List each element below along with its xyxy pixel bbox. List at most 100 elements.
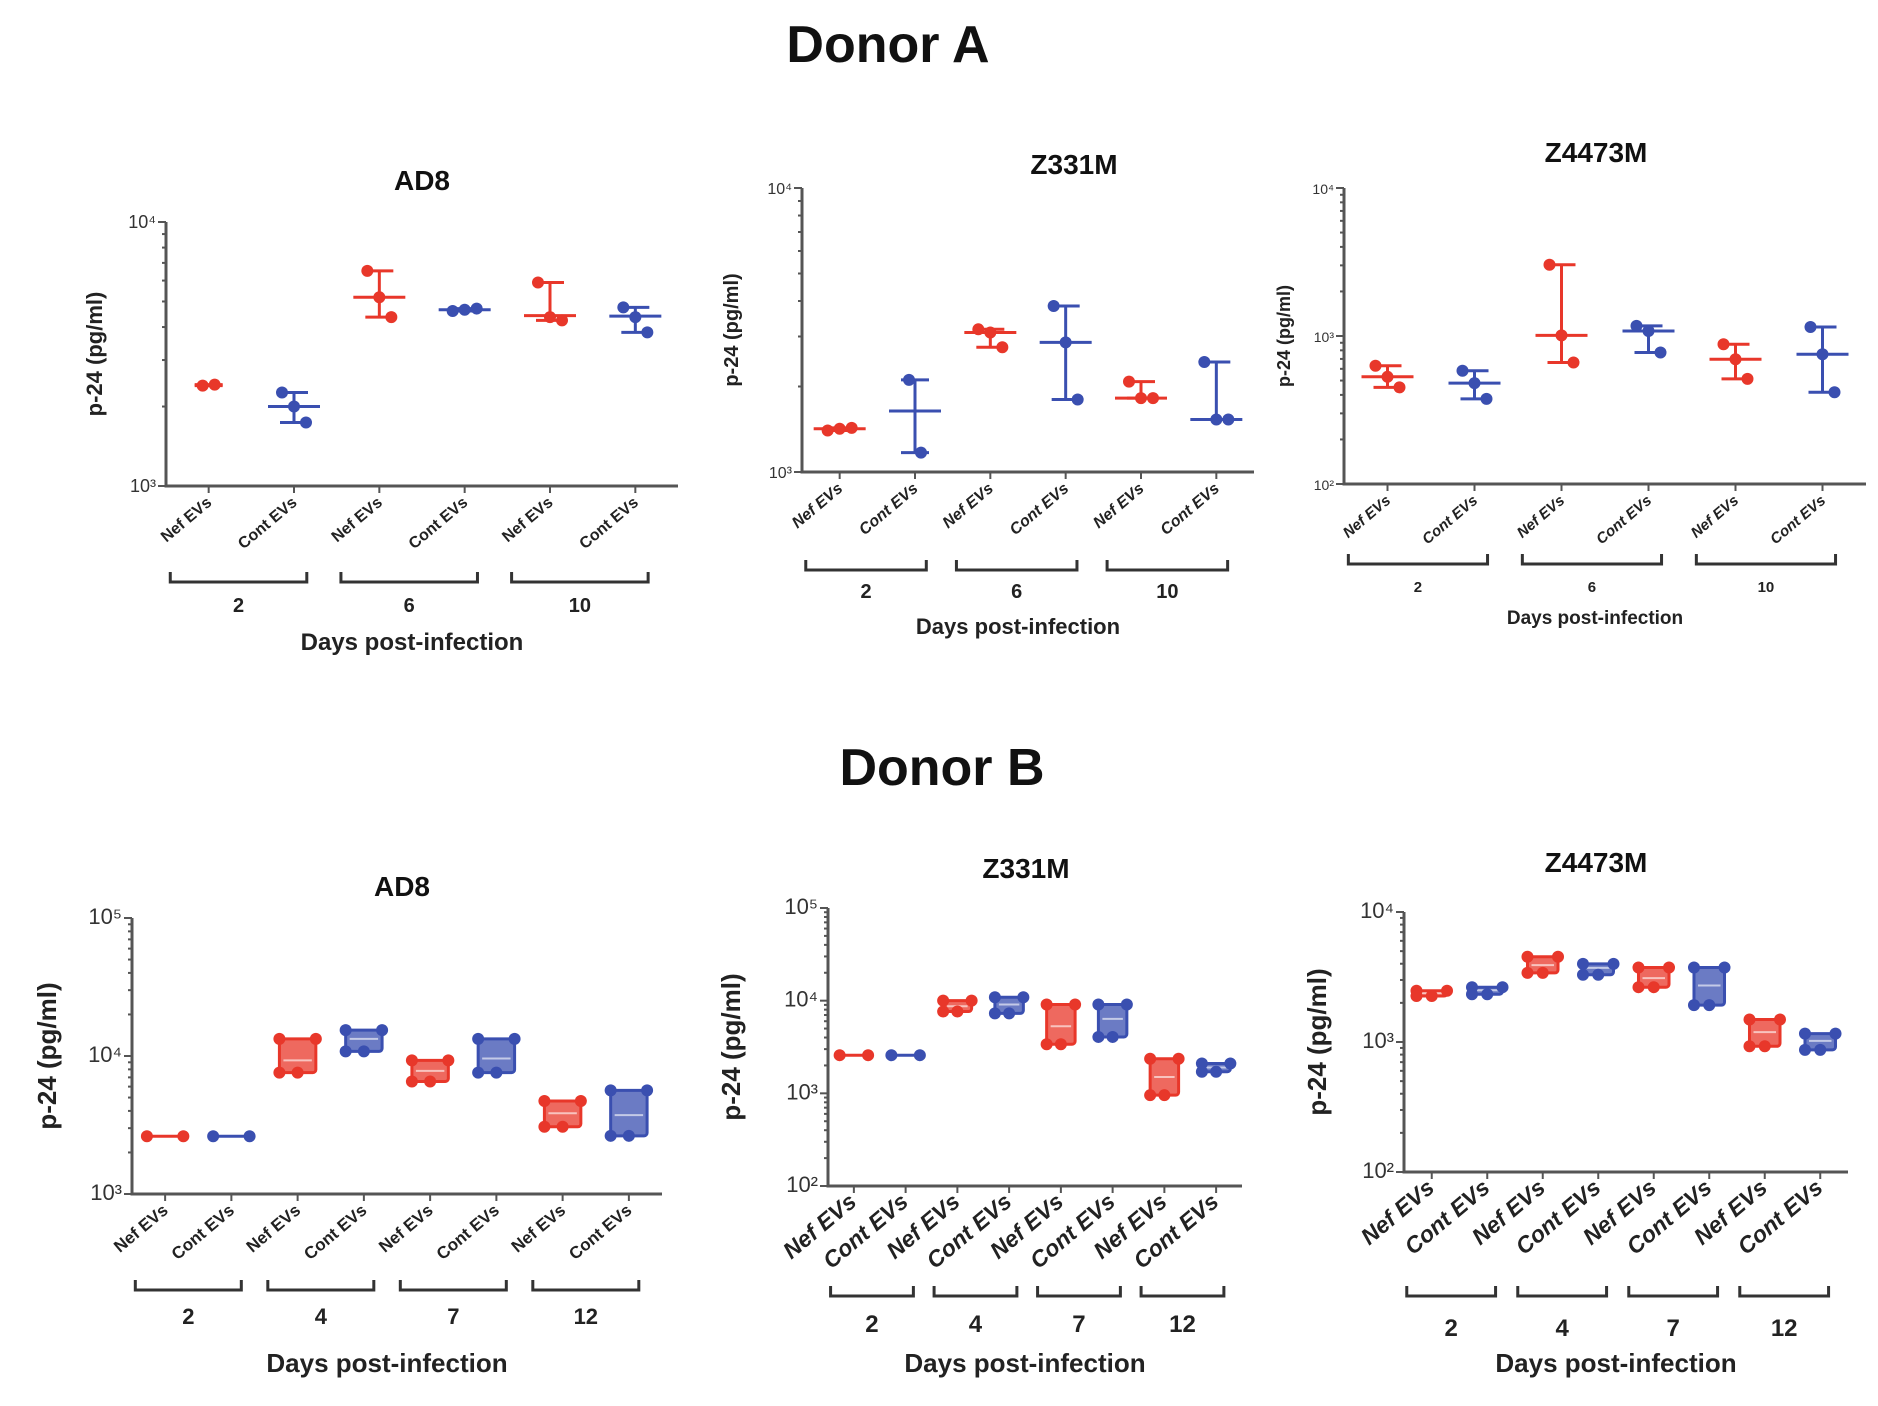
group-label: 6 bbox=[404, 595, 415, 617]
data-point bbox=[1774, 1013, 1787, 1026]
data-point bbox=[207, 1130, 220, 1143]
data-point bbox=[913, 1049, 926, 1062]
data-point bbox=[1829, 1027, 1842, 1040]
y-tick-label: 10² bbox=[1362, 1158, 1394, 1183]
y-tick-label: 10³ bbox=[769, 465, 793, 482]
data-point bbox=[885, 1049, 898, 1062]
data-point bbox=[1718, 961, 1731, 974]
axes bbox=[826, 908, 1242, 1188]
data-point bbox=[845, 421, 858, 434]
category-label: Nef EVs bbox=[158, 494, 215, 546]
data-point bbox=[1496, 981, 1509, 994]
group-bracket bbox=[266, 1280, 376, 1292]
data-point bbox=[1687, 961, 1700, 974]
data-point bbox=[641, 1084, 654, 1097]
data-point bbox=[1630, 319, 1643, 332]
x-axis-label: Days post-infection bbox=[1507, 608, 1683, 629]
data-point bbox=[490, 1066, 503, 1079]
data-point bbox=[538, 1120, 551, 1133]
data-point bbox=[1632, 981, 1645, 994]
data-point bbox=[1632, 961, 1645, 974]
data-point bbox=[988, 991, 1001, 1004]
data-point bbox=[538, 1094, 551, 1107]
data-point bbox=[361, 264, 374, 277]
data-point bbox=[996, 341, 1009, 354]
data-point bbox=[1607, 957, 1620, 970]
data-point bbox=[1158, 1089, 1171, 1102]
data-point bbox=[1816, 348, 1829, 361]
data-point bbox=[532, 276, 544, 289]
series-mark-1 bbox=[1448, 364, 1501, 405]
x-axis-label: Days post-infection bbox=[916, 614, 1120, 639]
category-label: Nef EVs bbox=[1688, 492, 1742, 541]
series-mark-1 bbox=[268, 386, 320, 429]
data-point bbox=[1441, 984, 1454, 997]
data-point bbox=[300, 416, 312, 429]
data-point bbox=[405, 1075, 418, 1088]
category-label: Cont EVs bbox=[1419, 492, 1481, 548]
y-tick-label: 10⁴ bbox=[767, 181, 792, 198]
y-axis-label: p-24 (pg/ml) bbox=[1274, 285, 1294, 387]
x-axis-label: Days post-infection bbox=[266, 1348, 507, 1378]
data-point bbox=[937, 994, 950, 1007]
data-point bbox=[1717, 338, 1730, 351]
data-point bbox=[339, 1024, 352, 1037]
axes bbox=[164, 222, 678, 488]
category-label: Cont EVs bbox=[433, 1201, 503, 1264]
series-mark-5 bbox=[1092, 998, 1133, 1043]
group-bracket bbox=[954, 560, 1079, 572]
data-point bbox=[1481, 988, 1494, 1001]
category-label: Nef EVs bbox=[375, 1201, 436, 1257]
data-point bbox=[1381, 370, 1394, 383]
series-mark-0 bbox=[813, 421, 866, 437]
series-mark-1 bbox=[207, 1130, 256, 1143]
data-point bbox=[1480, 392, 1493, 405]
data-point bbox=[833, 422, 846, 435]
data-point bbox=[629, 311, 642, 324]
y-axis-label: p-24 (pg/ml) bbox=[716, 973, 746, 1120]
series-mark-3 bbox=[988, 991, 1030, 1020]
y-tick-label: 10⁴ bbox=[88, 1042, 122, 1067]
category-label: Nef EVs bbox=[1340, 492, 1394, 541]
panel-title: AD8 bbox=[394, 165, 450, 196]
data-point bbox=[1410, 989, 1423, 1002]
data-point bbox=[1198, 355, 1211, 368]
group-label: 2 bbox=[182, 1304, 194, 1329]
series-mark-3 bbox=[1622, 319, 1675, 359]
series-mark-3 bbox=[438, 302, 491, 318]
data-point bbox=[508, 1032, 521, 1045]
y-tick-label: 10² bbox=[786, 1172, 818, 1197]
data-point bbox=[1120, 998, 1133, 1011]
data-point bbox=[544, 311, 556, 324]
y-tick-label: 10³ bbox=[130, 476, 156, 496]
data-point bbox=[1054, 1038, 1067, 1051]
y-tick-label: 10⁴ bbox=[1312, 181, 1334, 197]
series-mark-2 bbox=[353, 264, 406, 324]
data-point bbox=[273, 1032, 286, 1045]
data-point bbox=[1144, 1089, 1157, 1102]
group-bracket bbox=[531, 1280, 641, 1292]
data-point bbox=[556, 314, 568, 327]
group-label: 7 bbox=[1072, 1311, 1085, 1338]
data-point bbox=[1687, 999, 1700, 1012]
category-label: Nef EVs bbox=[1090, 480, 1147, 532]
data-point bbox=[424, 1075, 437, 1088]
data-point bbox=[984, 326, 997, 339]
data-point bbox=[1195, 1057, 1208, 1070]
data-point bbox=[1059, 336, 1072, 349]
category-label: Nef EVs bbox=[499, 494, 556, 546]
series-mark-4 bbox=[1632, 961, 1676, 994]
category-label: Cont EVs bbox=[1593, 492, 1655, 548]
y-tick-label: 10⁵ bbox=[88, 904, 122, 929]
data-point bbox=[442, 1054, 455, 1067]
category-label: Nef EVs bbox=[940, 480, 997, 532]
series-mark-5 bbox=[472, 1032, 521, 1079]
data-point bbox=[951, 1005, 964, 1018]
group-label: 4 bbox=[1555, 1315, 1569, 1342]
group-bracket bbox=[1346, 554, 1490, 566]
category-label: Cont EVs bbox=[300, 1201, 370, 1264]
data-point bbox=[376, 1024, 389, 1037]
category-label: Cont EVs bbox=[235, 494, 300, 553]
group-bracket bbox=[829, 1286, 915, 1298]
data-point bbox=[988, 1007, 1001, 1020]
